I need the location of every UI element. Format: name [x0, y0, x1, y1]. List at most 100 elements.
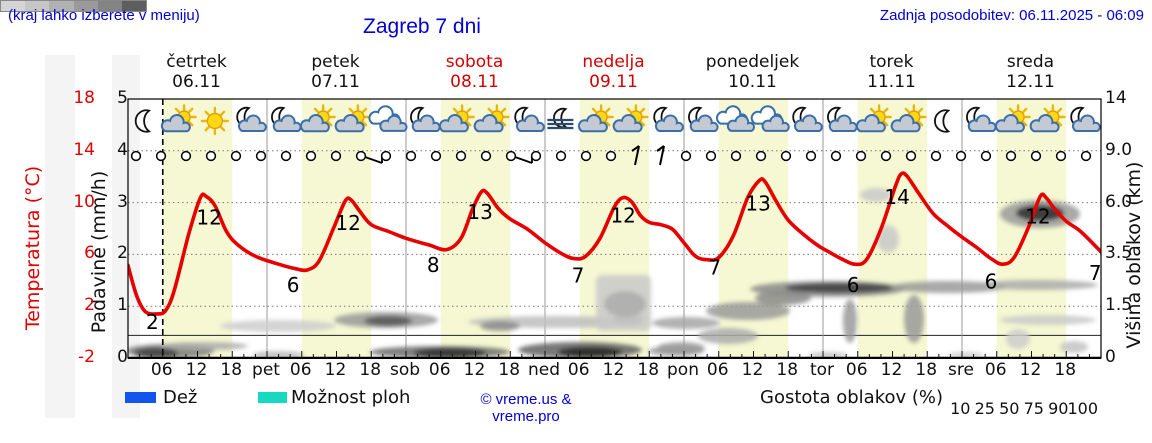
time-tick-label: 18	[220, 360, 243, 380]
cloud-blob	[860, 188, 892, 202]
cloud-icon	[761, 114, 790, 132]
cloud-icon	[689, 114, 719, 133]
temperature-value-label: 6	[847, 273, 860, 297]
time-tick-label: 18	[1054, 360, 1077, 380]
weather-icon-sun-cloud	[855, 104, 892, 133]
axis-tick-label: 6	[84, 243, 95, 264]
weather-icon-moon-cloud	[653, 106, 684, 133]
cloud-icon	[160, 114, 191, 133]
last-update-text: Zadnja posodobitev: 06.11.2025 - 06:09	[879, 7, 1144, 24]
wind-calm-icon	[755, 150, 767, 162]
menu-hint-text: (kraj lahko izberete v meniju)	[8, 7, 200, 24]
cloud-density-field	[128, 188, 1098, 358]
axis-tick-label: 18	[73, 88, 95, 108]
daylight-band	[996, 99, 1067, 358]
day-date: 07.11	[311, 72, 360, 92]
weather-icon-moon-cloud	[827, 106, 858, 133]
time-tick-label: 06	[984, 360, 1007, 380]
weather-icon-moon	[134, 109, 152, 133]
wind-calm-icon	[680, 150, 692, 162]
temperature-axis-title: Temperatura (°C)	[22, 165, 44, 331]
cloud-blob	[414, 348, 486, 358]
axis-tick-label: 3.5	[1105, 243, 1133, 264]
cloud-icon	[379, 114, 408, 132]
day-name: torek	[869, 52, 914, 72]
wind-calm-icon	[230, 150, 242, 162]
time-tick-label: 12	[1019, 360, 1042, 380]
temperature-value-label: 12	[610, 204, 635, 228]
wind-calm-icon	[730, 150, 742, 162]
cloud-blob	[134, 348, 178, 358]
weather-icon-sun-cloud	[334, 104, 371, 133]
cloud-blob	[220, 320, 336, 332]
day-name: nedelja	[582, 52, 645, 72]
wind-calm-icon	[880, 150, 892, 162]
wind-calm-icon	[955, 150, 967, 162]
time-tick-label: 12	[324, 360, 347, 380]
density-tick-label: 90	[1048, 399, 1069, 418]
time-tick-label: 06	[845, 360, 868, 380]
cloud-blob	[652, 317, 720, 329]
cloud-icon	[577, 114, 608, 133]
cloud-blob	[1060, 341, 1088, 353]
day-header-četrtek: četrtek 06.11	[166, 52, 226, 92]
day-name: petek	[311, 52, 360, 72]
credit-link[interactable]: © vreme.us & vreme.pro	[480, 391, 572, 425]
temperature-value-label: 7	[572, 264, 585, 288]
cloud-blob	[785, 283, 895, 293]
weather-icon-clouds	[750, 105, 790, 132]
time-tick-label: 18	[359, 360, 382, 380]
weather-icon-moon-cloud	[1070, 106, 1101, 133]
cloud-blob	[480, 321, 520, 331]
cloud-icon	[438, 114, 469, 133]
wind-calm-icon	[380, 150, 392, 162]
day-date: 10.11	[728, 72, 777, 92]
wind-calm-icon	[580, 150, 592, 162]
cloud-icon	[890, 114, 921, 133]
axis-tick-label: 1.5	[1105, 295, 1133, 316]
wind-calm-icon	[980, 150, 992, 162]
day-abbrev-label: tor	[809, 360, 835, 380]
day-name: sreda	[1006, 52, 1055, 72]
wind-calm-icon	[405, 150, 417, 162]
weather-icon-moon-cloud	[410, 106, 441, 133]
density-tick-label: 75	[1023, 399, 1044, 418]
cloud-density-gradient-bar	[0, 0, 147, 12]
weather-icon-clouds	[368, 105, 408, 132]
wind-calm-icon	[705, 150, 717, 162]
time-tick-label: 12	[602, 360, 625, 380]
weather-icon-sun-cloud	[577, 104, 614, 133]
axis-tick-label: 1	[117, 295, 128, 316]
axis-tick-label: 10	[73, 191, 95, 212]
weather-icon-sun-cloud	[612, 104, 649, 133]
day-abbrev-label: pon	[667, 360, 699, 380]
wind-calm-icon	[930, 150, 942, 162]
axis-tick-label: 14	[73, 139, 95, 160]
cloud-blob	[558, 347, 622, 357]
density-tick-label: 10	[950, 399, 971, 418]
weather-icon-sun-cloud	[438, 104, 475, 133]
wind-calm-icon	[130, 150, 142, 162]
day-abbrev-label: sre	[948, 360, 974, 380]
weather-icon-moon-cloud	[271, 106, 302, 133]
axis-tick-label: 0	[117, 347, 128, 367]
wind-calm-icon	[1005, 150, 1017, 162]
axis-tick-label: 2	[84, 295, 95, 316]
density-tick-label: 50	[999, 399, 1020, 418]
time-tick-label: 06	[428, 360, 451, 380]
wind-barb-icon	[656, 145, 665, 166]
temperature-value-label: 7	[708, 256, 721, 280]
cloud-blob	[1016, 205, 1064, 221]
weather-icon-moon-cloud	[236, 106, 267, 133]
wind-calm-icon	[605, 150, 617, 162]
weather-icon-moon-cloud	[966, 106, 997, 133]
weather-icon-moon	[934, 109, 951, 133]
axis-tick-label: 0	[1105, 347, 1116, 367]
weather-icon-moon-cloud	[792, 106, 823, 133]
plot-svg: 2 12 6 12 8 13 7 12 7 13 6 14 6 12 7	[127, 98, 1102, 360]
cloud-blob	[706, 302, 790, 320]
time-tick-label: 18	[498, 360, 521, 380]
cloud-icon	[515, 114, 545, 133]
time-tick-label: 06	[289, 360, 312, 380]
wind-calm-icon	[180, 150, 192, 162]
